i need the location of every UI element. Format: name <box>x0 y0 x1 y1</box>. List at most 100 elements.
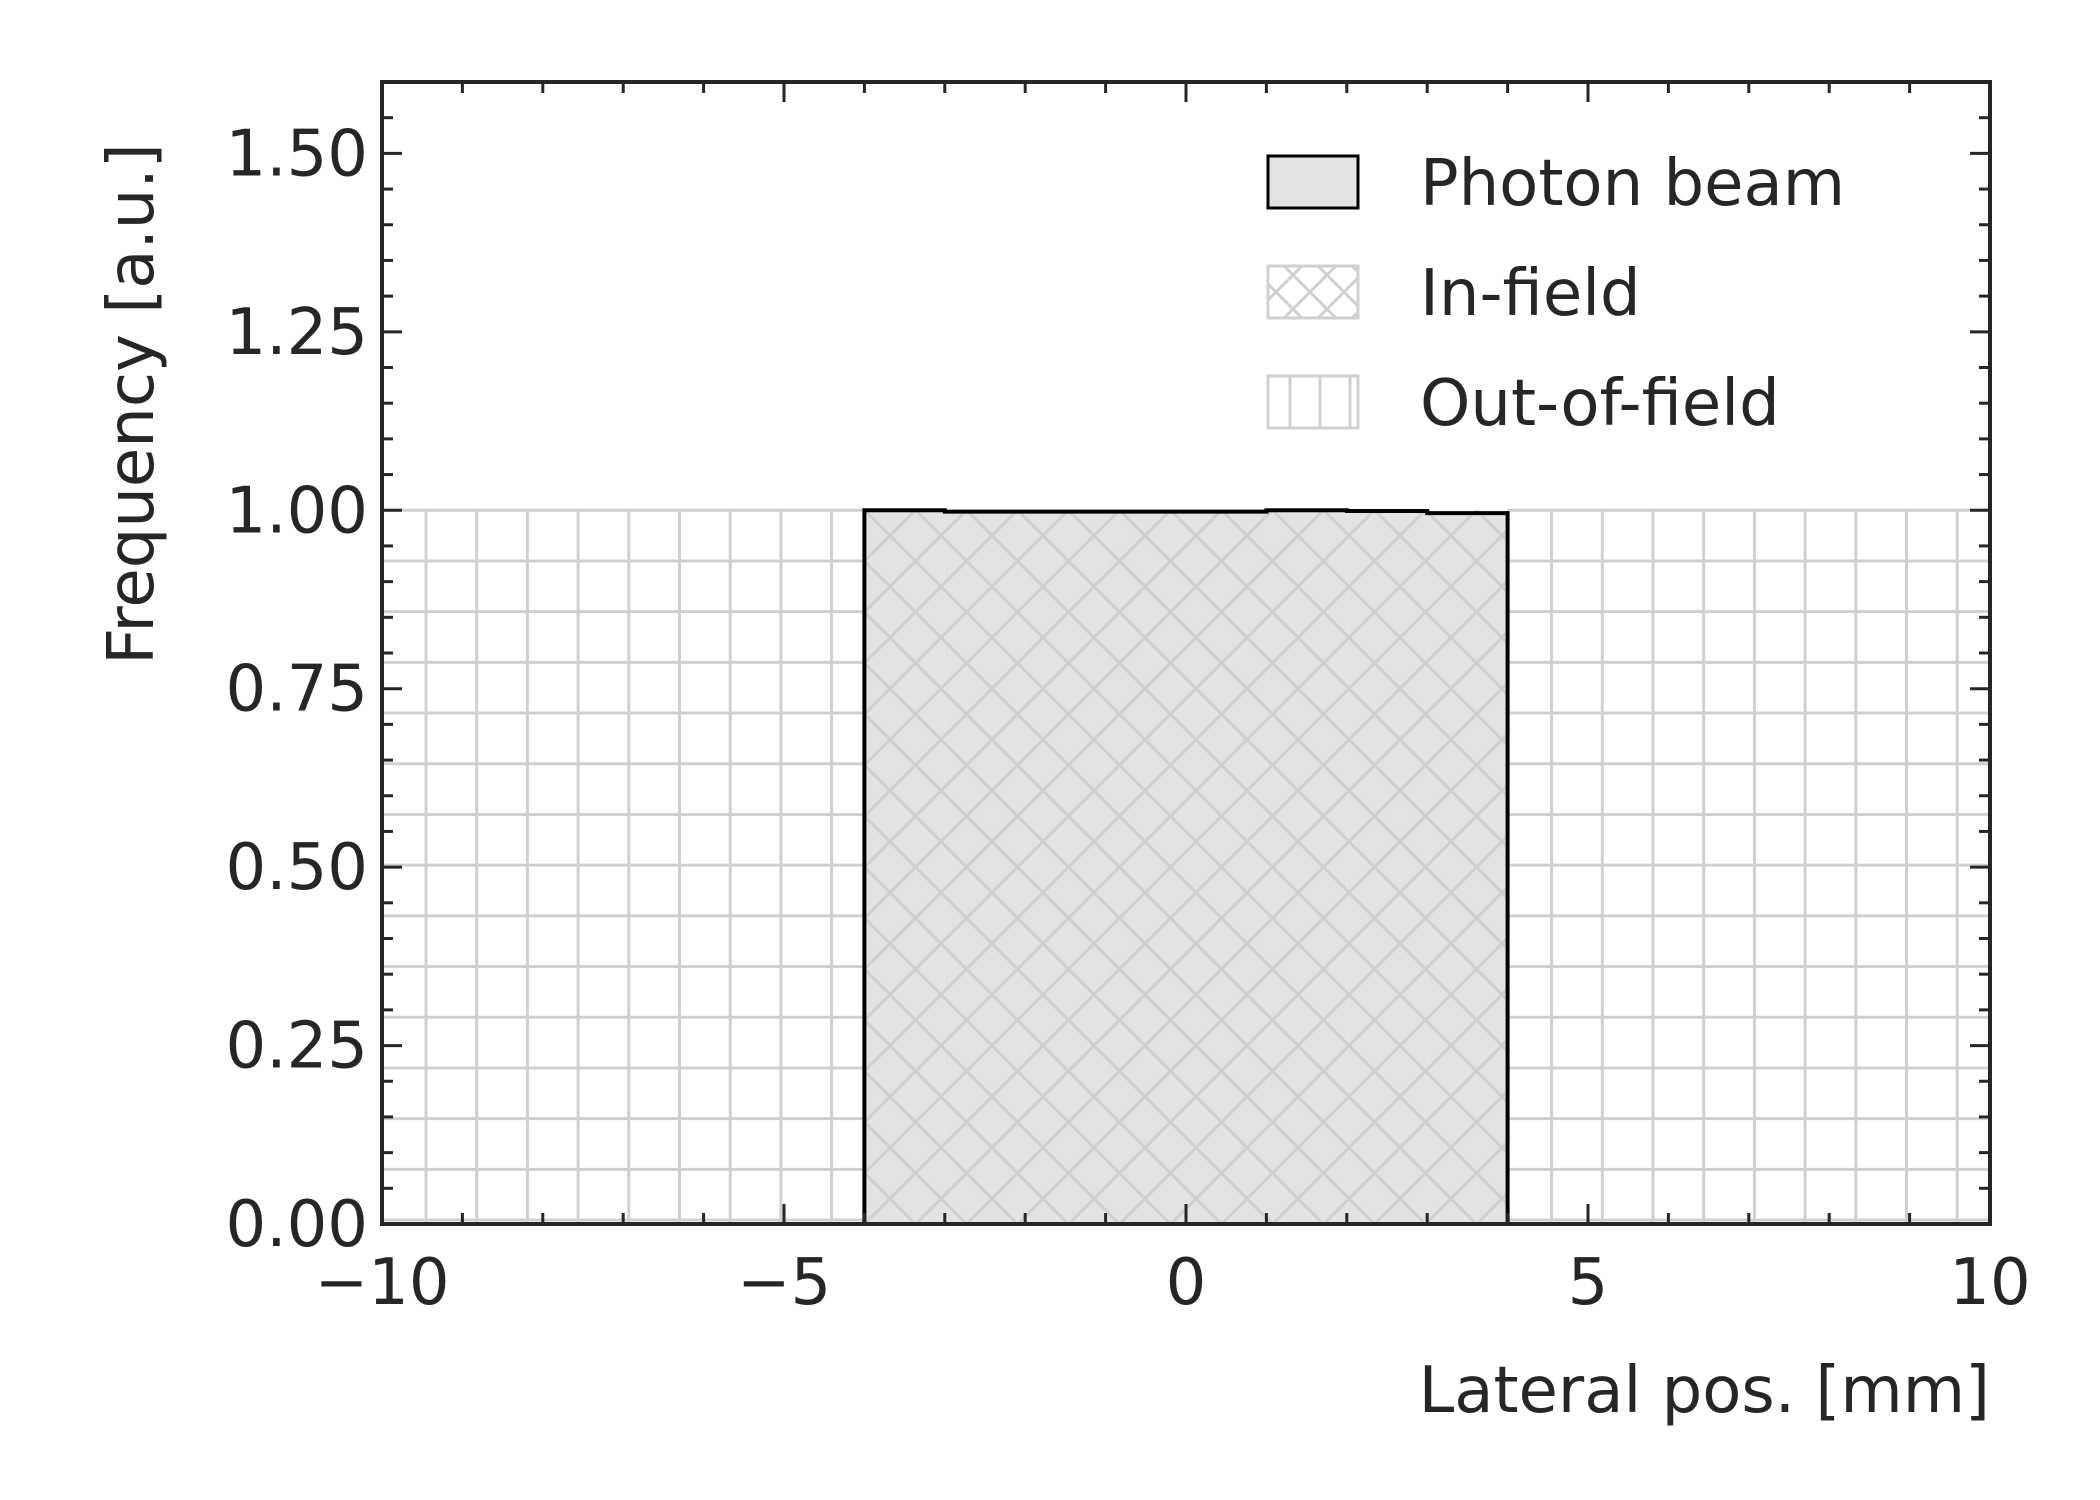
hatch-line <box>864 510 1508 1156</box>
hatch-line <box>1834 510 2100 1224</box>
x-tick-label: −10 <box>314 1246 449 1320</box>
hatch-line <box>1424 510 1508 595</box>
hatch-line <box>1322 510 1508 697</box>
hatch-line <box>1271 986 1508 1224</box>
hatch-line <box>864 1017 1070 1224</box>
hatch-line <box>864 510 1172 819</box>
hatch-line <box>864 660 1427 1224</box>
hatch-line <box>965 510 1508 1054</box>
hatch-line <box>1268 315 1270 318</box>
hatch-line <box>1885 510 2100 1224</box>
hatch-line <box>2038 510 2100 1224</box>
hatch-line <box>1681 510 2100 1224</box>
hatch-line <box>1268 266 1270 269</box>
hatch-line <box>864 510 1019 666</box>
y-tick-label: 0.00 <box>226 1188 369 1262</box>
legend-swatch-out-of-field <box>1266 374 1360 430</box>
photon-beam-outline <box>862 508 1510 1224</box>
hatch-line <box>1936 510 2100 1224</box>
legend-swatch-border <box>1266 374 1360 430</box>
legend-label-out-of-field: Out-of-field <box>1420 367 1780 441</box>
hatch-line <box>1169 884 1508 1224</box>
hatch-line <box>864 813 1274 1224</box>
hatch-line <box>1834 510 2100 1224</box>
hatch-line <box>2089 510 2100 1224</box>
hatch-line <box>864 915 1172 1224</box>
hatch-line <box>1936 510 2100 1224</box>
y-tick-label: 0.25 <box>226 1010 369 1084</box>
hatch-line <box>1579 510 2100 1224</box>
histogram-bars <box>862 508 2100 1224</box>
hatch-line <box>1067 510 1508 952</box>
tick-labels: −10 −5 0 5 10 0.00 0.25 0.50 0.75 1.00 1.25 1.50 <box>226 117 2031 1320</box>
legend-crosshatch <box>1268 266 1358 318</box>
hatch-line <box>1373 1088 1508 1224</box>
hatch-line <box>1885 510 2100 1224</box>
hatch-line <box>1350 266 1358 275</box>
hatch-line <box>1118 510 1508 901</box>
out-of-field-region-0 <box>382 508 865 1224</box>
hatch-line <box>2089 510 2100 1224</box>
photon-beam-bar <box>864 510 945 1224</box>
hatch-line <box>1528 510 2100 1224</box>
y-tick-label: 1.50 <box>226 117 369 191</box>
axes <box>380 80 1992 1226</box>
hatch-line <box>1732 510 2100 1224</box>
hatch-line <box>1732 510 2100 1224</box>
hatch-line <box>1271 510 1508 748</box>
hatch-line <box>1475 510 1508 544</box>
hatch-line <box>864 966 1121 1224</box>
x-axis-label: Lateral pos. [mm] <box>1419 1354 1990 1428</box>
y-axis-label: Frequency [a.u.] <box>95 143 169 664</box>
legend-swatch-in-field <box>1266 264 1360 320</box>
legend-grid-hatch <box>1288 376 1352 428</box>
hatch-line <box>1987 510 2100 1224</box>
hatch-line <box>864 711 1376 1224</box>
hatch-line <box>1169 510 1508 850</box>
hatch-line <box>864 510 1121 768</box>
hatch-line <box>1475 1190 1508 1224</box>
hatch-line <box>1350 309 1358 318</box>
hatch-line <box>864 609 1478 1224</box>
y-tick-label: 1.25 <box>226 296 369 370</box>
hatch-line <box>1987 510 2100 1224</box>
hatch-line <box>1681 510 2100 1224</box>
hatch-layer <box>382 508 1990 1224</box>
x-tick-label: 5 <box>1568 1246 1609 1320</box>
hatch-line <box>1373 510 1508 646</box>
legend-label-in-field: In-field <box>1420 257 1641 331</box>
hatch-line <box>1630 510 2100 1224</box>
x-tick-label: 10 <box>1949 1246 2030 1320</box>
hatch-line <box>864 762 1325 1224</box>
hatch-line <box>864 558 1508 1207</box>
legend: Photon beam In-field Out-of-field <box>1266 147 1845 441</box>
legend-swatch-border <box>1266 264 1360 320</box>
hatch-line <box>864 510 1070 717</box>
hatch-line <box>2038 510 2100 1224</box>
hatch-line <box>1322 1037 1508 1224</box>
hatch-line <box>1016 510 1508 1003</box>
y-tick-label: 0.50 <box>226 831 369 905</box>
in-field-crosshatch <box>864 510 2100 1224</box>
x-tick-label: 0 <box>1166 1246 1207 1320</box>
hatch-line <box>1528 510 2100 1224</box>
hatch-line <box>1579 510 2100 1224</box>
photon-beam-bar <box>1025 511 1106 1224</box>
hatch-line <box>1783 510 2100 1224</box>
y-tick-label: 1.00 <box>226 474 369 548</box>
legend-label-photon-beam: Photon beam <box>1420 147 1845 221</box>
x-tick-label: −5 <box>737 1246 831 1320</box>
legend-swatch-photon-beam <box>1266 154 1360 210</box>
y-tick-label: 0.75 <box>226 653 369 727</box>
out-of-field-region-1 <box>1507 508 1990 1224</box>
hatch-line <box>864 1068 1019 1224</box>
hatch-line <box>1630 510 2100 1224</box>
hatch-line <box>1424 1139 1508 1224</box>
photon-beam-bar <box>1346 510 1428 1224</box>
hatch-line <box>914 510 1508 1105</box>
hatch-line <box>1220 935 1508 1224</box>
hatch-line <box>1220 510 1508 799</box>
hatch-line <box>1783 510 2100 1224</box>
hatch-line <box>1316 266 1358 309</box>
